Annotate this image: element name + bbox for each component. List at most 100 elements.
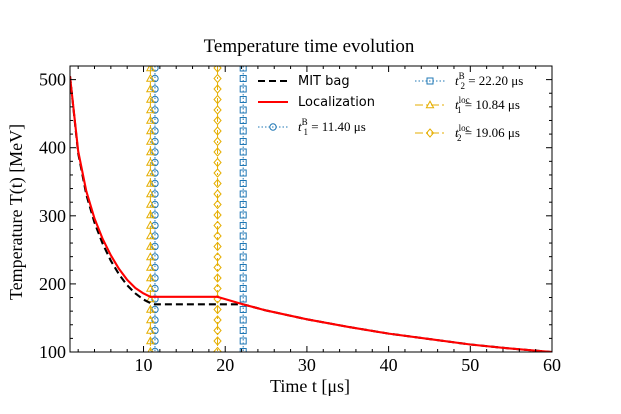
- circle-marker: [151, 74, 159, 83]
- triangle-marker: [145, 126, 155, 135]
- triangle-marker: [145, 294, 155, 303]
- triangle-marker: [145, 241, 155, 250]
- triangle-marker: [145, 136, 155, 145]
- triangle-marker: [145, 189, 155, 198]
- diamond-marker: [213, 241, 222, 252]
- triangle-marker: [145, 273, 155, 282]
- legend-entry-mit-bag: MIT bag: [258, 74, 350, 89]
- circle-marker: [151, 148, 159, 156]
- triangle-marker: [145, 84, 155, 93]
- diamond-marker: [213, 105, 222, 115]
- triangle-marker: [145, 210, 155, 219]
- legend-label-part: loc: [459, 123, 470, 133]
- diamond-marker: [213, 325, 222, 336]
- square-marker: [239, 106, 247, 114]
- legend-entry-localization: Localization: [258, 95, 375, 110]
- triangle-marker: [145, 115, 155, 124]
- legend-label-part: MIT bag: [298, 74, 350, 89]
- ticks: [70, 65, 553, 352]
- triangle-marker: [145, 315, 155, 324]
- triangle-marker: [145, 325, 155, 334]
- x-tick-label: 60: [543, 355, 561, 375]
- vline-3: [145, 66, 155, 352]
- diamond-marker: [213, 283, 222, 294]
- diamond-marker: [213, 73, 222, 84]
- x-tick-label: 50: [461, 355, 479, 375]
- legend-label: tloc 2 = 19.06 μs: [455, 123, 520, 143]
- triangle-marker: [425, 100, 435, 109]
- circle-marker: [151, 274, 159, 282]
- square-marker: [239, 264, 247, 271]
- x-tick-label: 10: [135, 355, 153, 375]
- circle-marker: [151, 127, 159, 135]
- square-marker: [426, 77, 434, 85]
- circle-marker: [151, 137, 159, 146]
- circle-marker: [151, 337, 159, 345]
- circle-marker: [269, 123, 277, 131]
- circle-marker: [151, 200, 159, 209]
- square-marker: [239, 66, 247, 72]
- diamond-marker: [213, 304, 222, 315]
- x-tick-label: 40: [380, 355, 398, 375]
- circle-marker: [151, 263, 159, 272]
- legend-entry-vline-2: tB 2 = 22.20 μs: [415, 71, 523, 91]
- triangle-marker: [145, 336, 155, 345]
- diamond-marker: [213, 189, 222, 199]
- axes-frame: [69, 65, 553, 353]
- triangle-marker: [145, 283, 155, 292]
- diamond-marker: [213, 126, 222, 136]
- square-marker: [239, 190, 247, 198]
- diamond-marker: [213, 220, 222, 231]
- square-marker: [239, 169, 247, 177]
- legend-label-part: = 22.20 μs: [465, 73, 523, 88]
- plot-area: 10 20 30 40 50 60 100 200 300 400 500 MIT bag Locali…: [39, 65, 561, 375]
- legend-label: Localization: [298, 95, 375, 110]
- diamond-marker: [213, 115, 222, 126]
- legend-label: MIT bag: [298, 74, 350, 89]
- x-axis-label: Time t [μs]: [270, 376, 350, 396]
- circle-marker: [151, 316, 159, 324]
- circle-marker: [151, 326, 159, 335]
- circle-marker: [151, 221, 159, 230]
- diamond-marker: [213, 147, 222, 157]
- triangle-marker: [145, 252, 155, 261]
- square-marker: [239, 148, 247, 156]
- circle-marker: [151, 116, 159, 125]
- legend-entry-vline-3: tloc 1 = 10.84 μs: [415, 95, 520, 115]
- square-marker: [239, 75, 247, 82]
- legend-label-part: = 10.84 μs: [462, 97, 520, 112]
- vline-4: [213, 66, 222, 352]
- chart-title: Temperature time evolution: [204, 36, 415, 57]
- diamond-marker: [213, 315, 222, 325]
- circle-marker: [151, 179, 159, 188]
- square-marker: [239, 316, 247, 324]
- square-marker: [239, 327, 247, 334]
- triangle-marker: [145, 73, 155, 82]
- y-tick-label: 400: [39, 138, 66, 158]
- square-marker: [239, 159, 247, 166]
- square-marker: [239, 211, 247, 219]
- square-marker: [239, 127, 247, 135]
- y-tick-label: 100: [39, 342, 66, 362]
- legend-label-part: t: [298, 119, 302, 134]
- legend-entry-vline-1: tB 1 = 11.40 μs: [258, 117, 366, 137]
- circle-marker: [151, 242, 159, 251]
- circle-marker: [151, 190, 159, 198]
- legend-label-part: 1: [457, 105, 462, 115]
- vline-1: [151, 66, 159, 352]
- legend-label-part: 1: [303, 127, 308, 137]
- diamond-marker: [213, 136, 222, 147]
- square-marker: [239, 138, 247, 145]
- triangle-marker: [145, 94, 155, 103]
- triangle-marker: [145, 262, 155, 271]
- triangle-marker: [145, 304, 155, 313]
- square-marker: [239, 222, 247, 229]
- square-marker: [239, 232, 247, 240]
- x-tick-label: 30: [298, 355, 316, 375]
- square-marker: [239, 180, 247, 187]
- diamond-marker: [213, 273, 222, 283]
- legend: MIT bag Localization tB 1 = 11.40 μs tB 2 = 2…: [258, 71, 523, 143]
- legend-label-part: t: [455, 125, 459, 140]
- legend-label: tloc 1 = 10.84 μs: [455, 95, 520, 115]
